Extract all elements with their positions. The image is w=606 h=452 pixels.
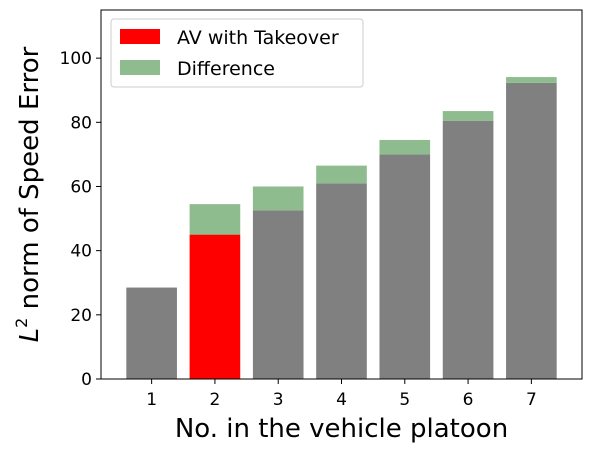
y-tick-label: 40	[70, 242, 92, 262]
legend-box	[110, 18, 364, 88]
y-tick-label: 60	[70, 177, 92, 197]
legend-swatch-av-with-takeover	[120, 29, 160, 44]
plot-frame	[100, 9, 583, 380]
y-axis-ticks: 0 20 40 60 80 100	[60, 49, 101, 390]
bars-group	[126, 77, 557, 379]
bar-base-4	[316, 183, 367, 379]
x-tick-label: 2	[210, 390, 221, 410]
bar-difference-2	[189, 204, 241, 235]
y-tick-label: 80	[70, 113, 92, 133]
y-axis-title-base: L	[15, 328, 45, 343]
bar-difference-6	[442, 111, 494, 121]
x-tick-label: 7	[526, 390, 537, 410]
y-axis-title: L2 norm of Speed Error	[12, 46, 45, 342]
bar-base-6	[442, 120, 494, 379]
y-tick-label: 0	[81, 370, 92, 390]
x-axis-title: No. in the vehicle platoon	[175, 414, 508, 444]
bar-base-7	[506, 82, 557, 379]
x-tick-label: 1	[146, 390, 157, 410]
x-tick-label: 4	[336, 390, 347, 410]
legend-label-av-with-takeover: AV with Takeover	[177, 27, 339, 49]
y-tick-label: 100	[60, 49, 92, 69]
bar-difference-3	[252, 186, 304, 211]
bar-difference-7	[506, 77, 557, 83]
bar-takeover-2	[189, 234, 241, 379]
y-axis-title-rest: norm of Speed Error	[15, 46, 45, 317]
y-axis-title-superscript: 2	[12, 318, 31, 328]
x-axis-ticks: 1 2 3 4 5 6 7	[146, 379, 537, 410]
bar-base-1	[126, 287, 177, 379]
bar-base-3	[252, 210, 304, 379]
x-tick-label: 3	[273, 390, 284, 410]
bar-base-5	[379, 154, 431, 379]
bar-difference-4	[316, 165, 367, 184]
x-tick-label: 5	[399, 390, 410, 410]
legend-swatch-difference	[120, 60, 160, 75]
x-tick-label: 6	[463, 390, 474, 410]
y-tick-label: 20	[70, 306, 92, 326]
legend-label-difference: Difference	[177, 58, 275, 80]
legend: AV with Takeover Difference	[110, 18, 364, 88]
bar-difference-5	[379, 139, 431, 155]
